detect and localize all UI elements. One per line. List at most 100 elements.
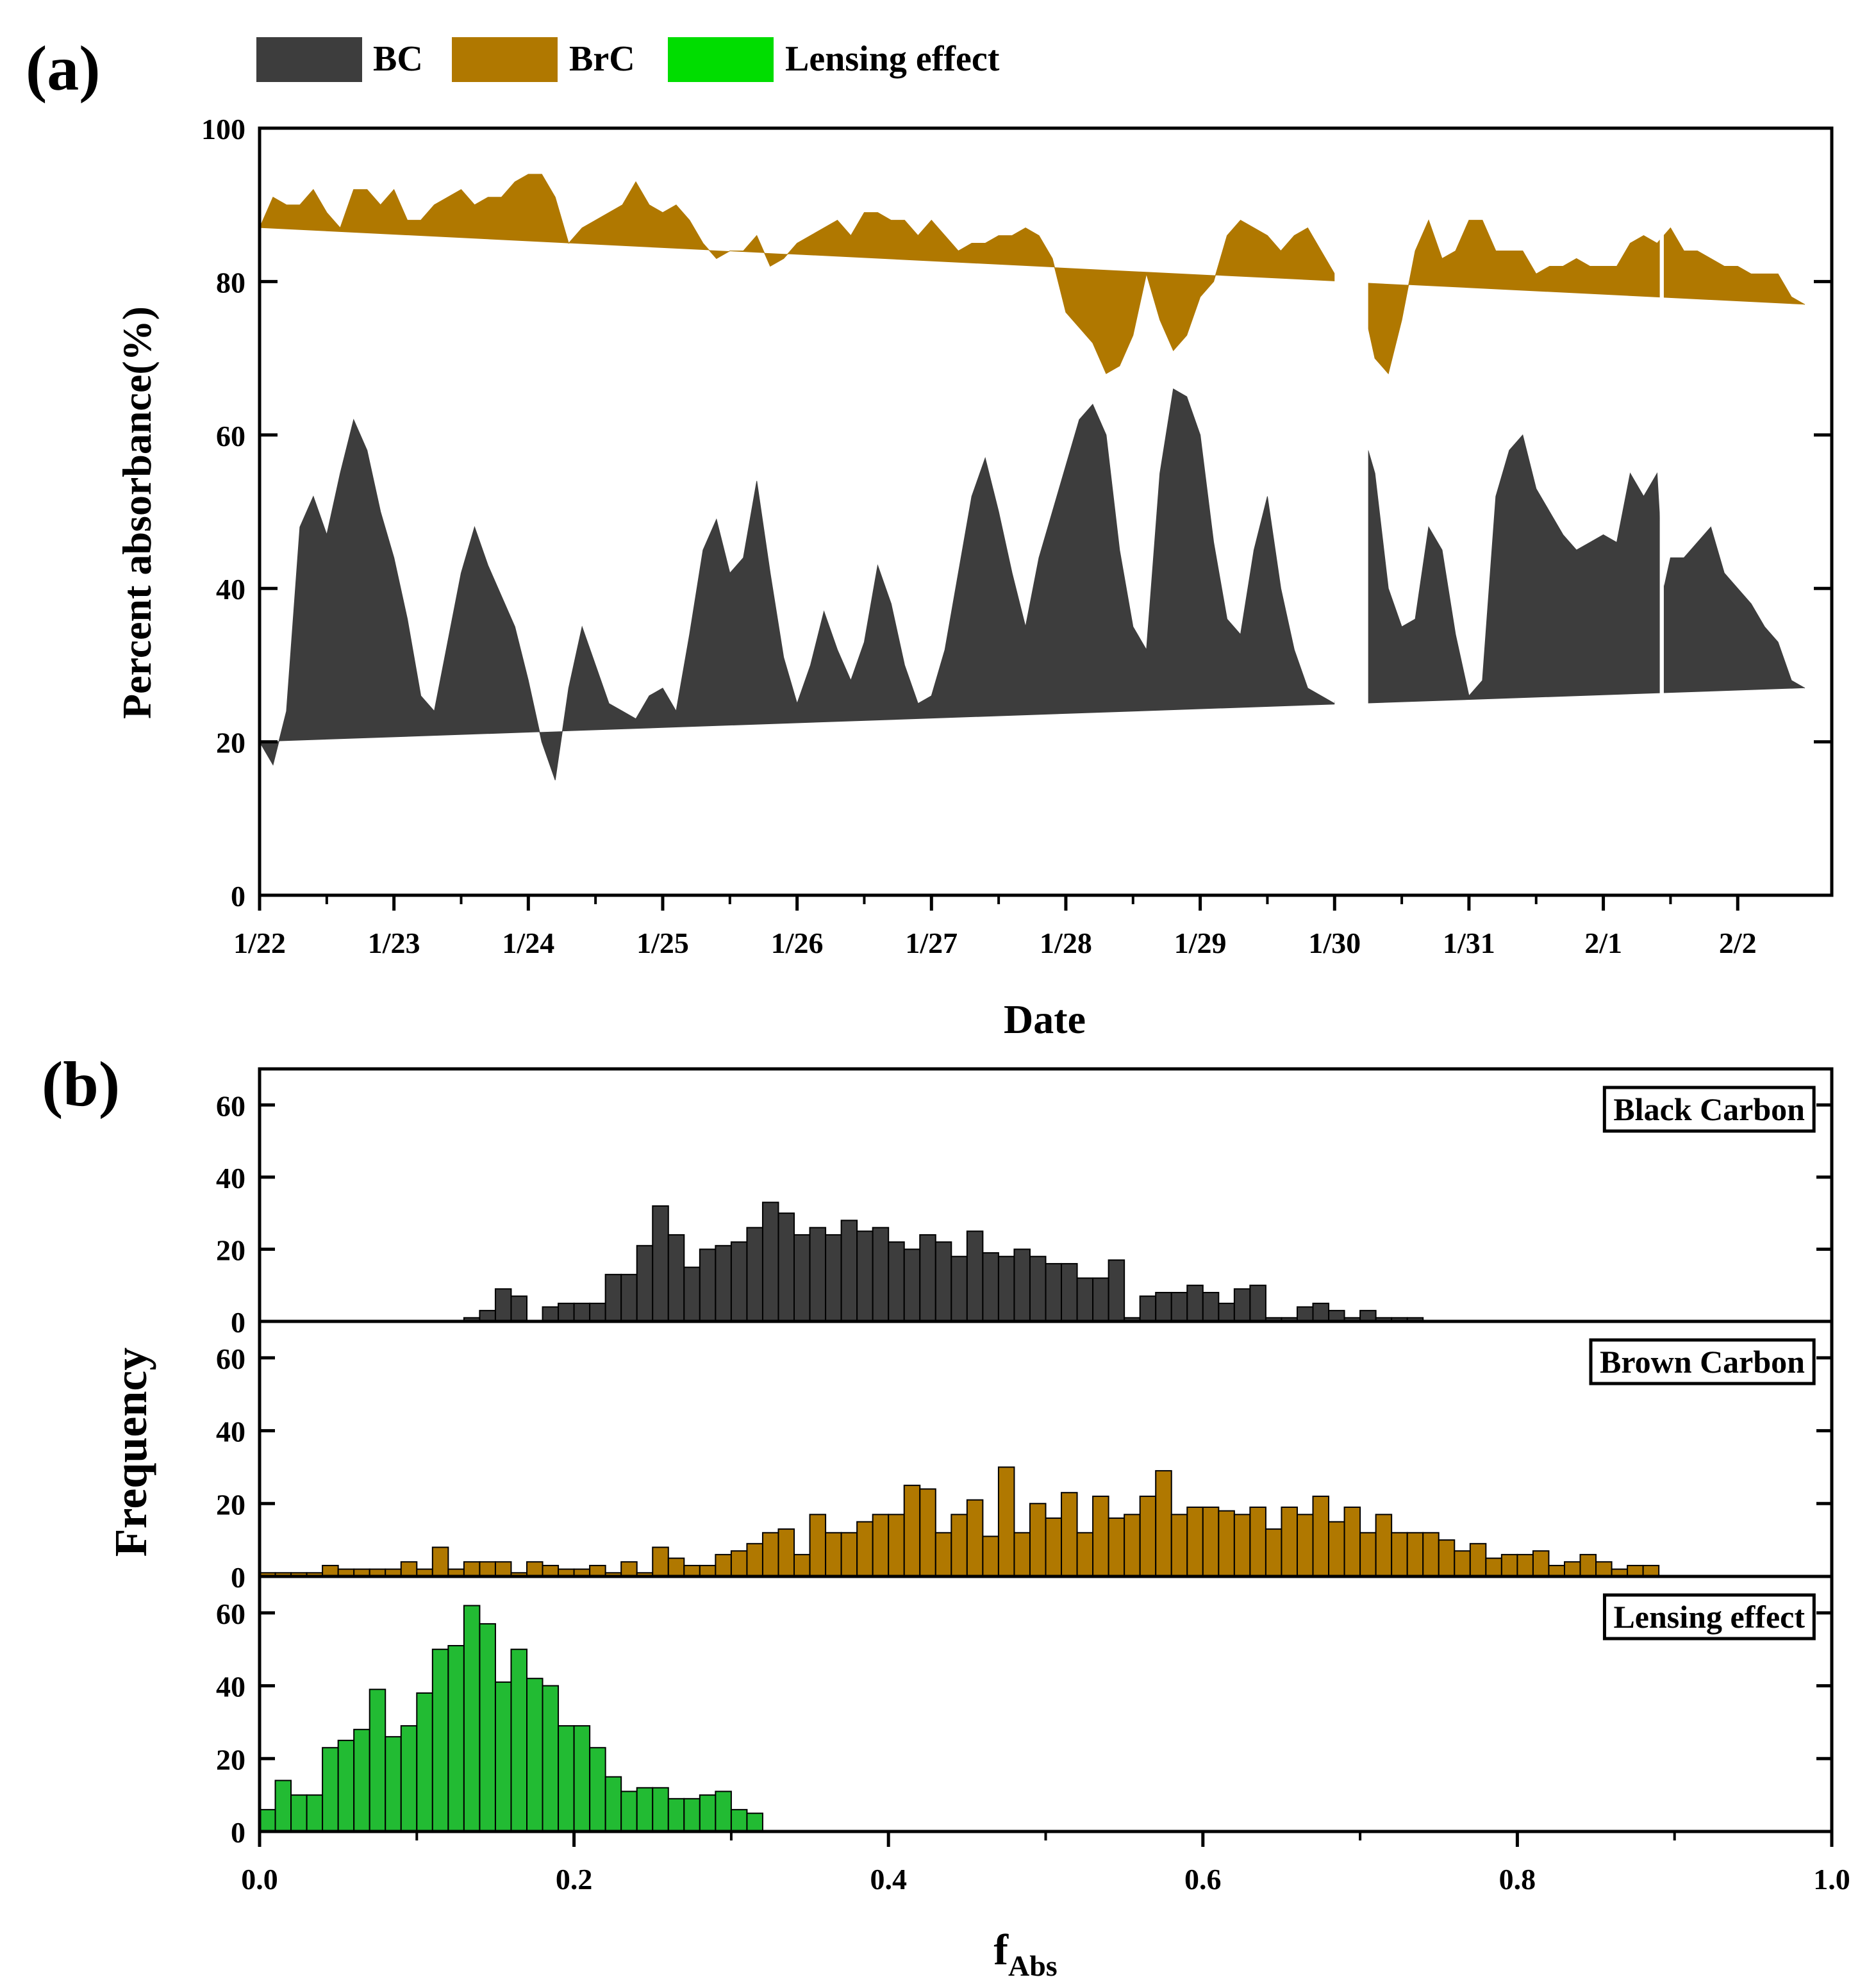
bar-black-carbon [558, 1302, 575, 1323]
bar-brown-carbon [730, 1550, 748, 1577]
bar-brown-carbon [526, 1561, 544, 1577]
bar-black-carbon [1170, 1291, 1188, 1323]
bar-brown-carbon [1202, 1506, 1220, 1578]
plot-a: 0 20 40 60 80 100 1/22 1/23 1/24 1/25 1/26 1/27 1/28… [201, 113, 1834, 959]
x-tick-label-a-1: 1/23 [368, 927, 420, 959]
bar-black-carbon [997, 1255, 1015, 1322]
bar-black-carbon [825, 1234, 842, 1323]
y-tick-label-a-80: 80 [216, 266, 245, 299]
bar-brown-carbon [1328, 1521, 1345, 1578]
legend-swatch-lensing [668, 37, 774, 82]
y-tick-label-a-60: 60 [216, 420, 245, 452]
fabs-subscript: Abs [1008, 1949, 1058, 1982]
bar-black-carbon [494, 1288, 512, 1323]
data-gap-1 [1334, 127, 1368, 897]
histogram-black-carbon: 0 20 40 60 Black Carbon [216, 1067, 1834, 1339]
bar-lensing-effect [589, 1747, 606, 1832]
bar-lensing-effect [322, 1747, 339, 1832]
bar-black-carbon [966, 1230, 984, 1323]
bar-black-carbon [1218, 1302, 1235, 1323]
bar-black-carbon [1061, 1262, 1078, 1323]
plot-a-frame [258, 126, 1834, 897]
bar-brown-carbon [683, 1564, 701, 1578]
y-tick-label-b: 60 [216, 1089, 245, 1122]
subplot-label-box-brown-carbon [1589, 1338, 1816, 1385]
bar-brown-carbon [1233, 1514, 1251, 1577]
bar-lensing-effect [604, 1776, 622, 1833]
bar-lensing-effect [463, 1605, 481, 1832]
subplot-label-brown-carbon: Brown Carbon [1600, 1344, 1805, 1380]
bar-lensing-effect [746, 1812, 763, 1833]
bar-lensing-effect [667, 1798, 685, 1833]
bar-brown-carbon [1155, 1470, 1172, 1577]
data-gap-2 [1659, 127, 1664, 897]
bar-black-carbon [620, 1273, 638, 1323]
y-tick-label-b: 0 [231, 1561, 245, 1594]
bar-brown-carbon [888, 1514, 905, 1577]
axis-title-date: Date [1004, 996, 1086, 1042]
bar-lensing-effect [385, 1736, 402, 1832]
bar-black-carbon [1139, 1295, 1157, 1322]
bar-lensing-effect [715, 1790, 732, 1832]
bar-brown-carbon [872, 1514, 890, 1577]
bar-black-carbon [746, 1227, 763, 1322]
bar-black-carbon [840, 1219, 858, 1323]
bar-brown-carbon [1438, 1539, 1456, 1577]
bar-lensing-effect [683, 1798, 701, 1833]
bar-black-carbon [699, 1248, 717, 1323]
bar-lensing-effect [526, 1678, 544, 1832]
bar-black-carbon [1029, 1255, 1047, 1322]
bar-brown-carbon [1265, 1528, 1282, 1577]
bar-lensing-effect [447, 1645, 465, 1832]
area-bc [259, 388, 1805, 781]
bar-black-carbon [636, 1244, 654, 1323]
bar-brown-carbon [1186, 1506, 1204, 1578]
bar-black-carbon [683, 1266, 701, 1322]
legend-label-bc: BC [373, 39, 423, 79]
y-tick-label-b: 60 [216, 1343, 245, 1375]
x-tick-label-b-2: 0.4 [870, 1863, 907, 1896]
bar-black-carbon [777, 1212, 795, 1322]
bar-black-carbon [1233, 1288, 1251, 1323]
bar-brown-carbon [1108, 1517, 1125, 1577]
bar-black-carbon [761, 1202, 779, 1323]
bar-brown-carbon [982, 1535, 999, 1577]
y-tick-label-b: 20 [216, 1234, 245, 1266]
bar-brown-carbon [1500, 1553, 1518, 1578]
bar-brown-carbon [715, 1553, 732, 1578]
bar-black-carbon [888, 1241, 905, 1322]
bar-black-carbon [1155, 1291, 1172, 1323]
bar-brown-carbon [322, 1564, 339, 1578]
bar-lensing-effect [353, 1728, 370, 1833]
bar-black-carbon [604, 1273, 622, 1323]
x-tick-label-b-0: 0.0 [241, 1863, 278, 1896]
y-tick-label-a-20: 20 [216, 727, 245, 759]
bar-lensing-effect [274, 1780, 292, 1832]
bar-black-carbon [667, 1234, 685, 1323]
y-tick-label-a-100: 100 [201, 113, 245, 145]
bar-black-carbon [1108, 1259, 1125, 1323]
bar-lensing-effect [652, 1787, 669, 1833]
bar-brown-carbon [1595, 1561, 1613, 1577]
bar-black-carbon [950, 1255, 968, 1322]
bar-brown-carbon [1281, 1506, 1298, 1578]
bar-brown-carbon [667, 1557, 685, 1578]
bar-brown-carbon [809, 1514, 827, 1577]
bar-brown-carbon [903, 1484, 921, 1578]
y-tick-label-b: 20 [216, 1488, 245, 1521]
bar-black-carbon [1312, 1302, 1330, 1323]
bar-lensing-effect [730, 1808, 748, 1833]
bar-brown-carbon [777, 1528, 795, 1577]
bar-brown-carbon [1422, 1532, 1440, 1578]
bar-black-carbon [1013, 1248, 1031, 1323]
bar-black-carbon [1092, 1277, 1109, 1323]
x-tick-label-a-11: 2/2 [1719, 927, 1757, 959]
bar-black-carbon [730, 1241, 748, 1322]
bar-brown-carbon [1516, 1553, 1534, 1578]
bar-brown-carbon [934, 1532, 952, 1578]
axis-title-frequency: Frequency [105, 1348, 156, 1557]
axis-title-fabs: fAbs [993, 1925, 1057, 1982]
bar-brown-carbon [1548, 1564, 1565, 1578]
bar-brown-carbon [1454, 1550, 1471, 1577]
